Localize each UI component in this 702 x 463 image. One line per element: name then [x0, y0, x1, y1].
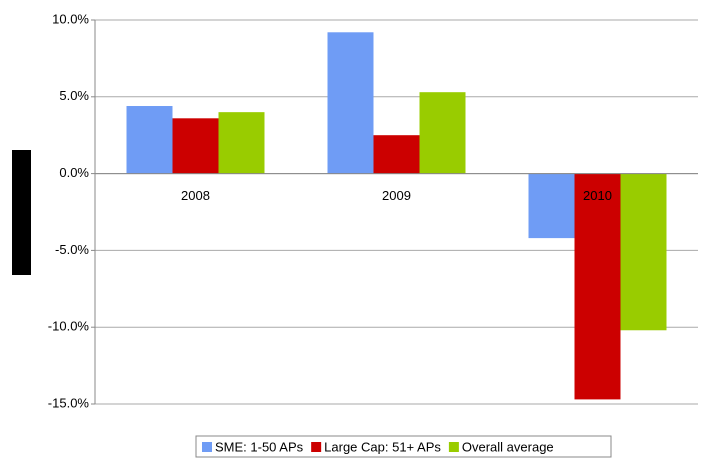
bar — [620, 173, 667, 331]
legend — [195, 435, 612, 458]
bar — [126, 106, 173, 174]
bar — [373, 135, 420, 174]
y-tick-label: -10.0% — [48, 319, 90, 334]
legend-label: Overall average — [462, 439, 554, 454]
x-tick-label: 2008 — [181, 188, 210, 203]
bar — [574, 173, 621, 400]
bar — [419, 92, 466, 174]
bar — [327, 32, 374, 174]
y-tick-label: -5.0% — [55, 242, 89, 257]
legend-label: Large Cap: 51+ APs — [324, 439, 441, 454]
y-tick-label: 10.0% — [52, 11, 89, 26]
legend-swatch — [448, 442, 459, 452]
y-tick-label: 5.0% — [59, 88, 89, 103]
bar — [172, 118, 219, 174]
bar — [528, 173, 575, 239]
x-tick-label: 2009 — [382, 188, 411, 203]
legend-label: SME: 1-50 APs — [215, 439, 304, 454]
redacted-label — [12, 150, 31, 275]
bar — [218, 112, 265, 174]
y-tick-label: 0.0% — [59, 165, 89, 180]
x-tick-label: 2010 — [583, 188, 612, 203]
legend-swatch — [311, 442, 322, 452]
y-tick-label: -15.0% — [48, 395, 90, 410]
legend-swatch — [202, 442, 212, 452]
